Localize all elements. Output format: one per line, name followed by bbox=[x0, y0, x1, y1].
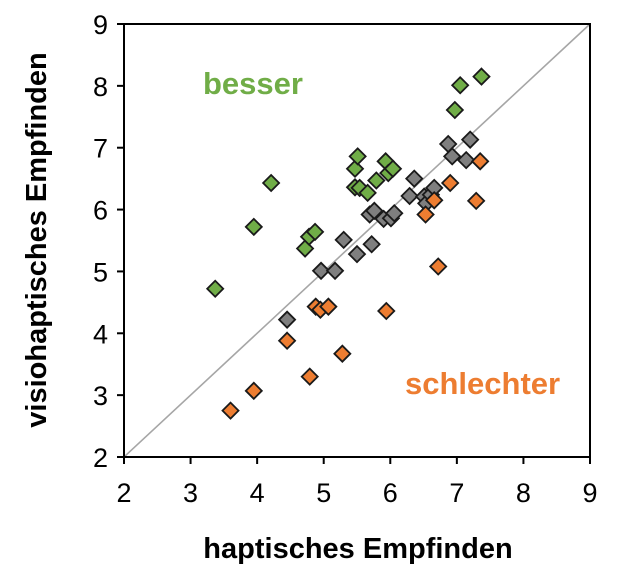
data-point-gray bbox=[347, 244, 367, 264]
data-point-gray bbox=[442, 147, 462, 166]
y-tick-label: 4 bbox=[93, 319, 108, 349]
data-point-green bbox=[305, 222, 325, 242]
reference-diagonal-line bbox=[123, 23, 591, 458]
data-point-orange bbox=[300, 367, 320, 386]
data-point-green bbox=[367, 171, 386, 190]
data-point-orange bbox=[319, 297, 338, 316]
data-point-orange bbox=[428, 257, 448, 276]
data-point-gray bbox=[362, 234, 381, 254]
y-tick-label: 6 bbox=[93, 196, 108, 226]
x-tick-label: 5 bbox=[316, 478, 331, 508]
x-tick-label: 6 bbox=[383, 478, 398, 508]
data-point-orange bbox=[440, 173, 460, 193]
data-point-green bbox=[261, 173, 281, 193]
plot-area bbox=[123, 23, 591, 458]
data-point-gray bbox=[456, 150, 476, 170]
y-tick-label: 3 bbox=[93, 381, 108, 411]
annotation-besser: besser bbox=[203, 66, 303, 101]
y-tick-label: 8 bbox=[93, 72, 108, 102]
annotation-schlechter: schlechter bbox=[405, 366, 560, 401]
data-point-green bbox=[205, 279, 225, 299]
y-axis-title: visiohaptisches Empfinden bbox=[21, 52, 53, 427]
data-point-green bbox=[358, 183, 377, 203]
data-point-orange bbox=[333, 344, 352, 363]
data-point-green bbox=[244, 217, 264, 237]
data-point-gray bbox=[385, 204, 404, 223]
data-point-gray bbox=[311, 261, 331, 281]
data-point-orange bbox=[416, 205, 435, 224]
data-point-orange bbox=[244, 381, 264, 401]
x-tick-label: 2 bbox=[116, 478, 131, 508]
data-point-green bbox=[383, 159, 403, 179]
data-point-gray bbox=[325, 261, 345, 281]
data-point-gray bbox=[277, 310, 297, 329]
data-point-orange bbox=[466, 191, 486, 211]
y-tick-label: 9 bbox=[93, 10, 108, 40]
data-point-gray bbox=[334, 230, 353, 250]
y-tick-label: 7 bbox=[93, 134, 108, 164]
x-tick-label: 4 bbox=[250, 478, 265, 508]
x-tick-label: 9 bbox=[582, 478, 597, 508]
data-point-green bbox=[345, 159, 365, 179]
data-point-orange bbox=[277, 331, 297, 350]
data-point-orange bbox=[470, 152, 490, 171]
data-point-orange bbox=[221, 401, 240, 420]
data-point-green bbox=[472, 67, 491, 86]
x-axis-title: haptisches Empfinden bbox=[203, 533, 512, 565]
x-tick-label: 3 bbox=[183, 478, 198, 508]
x-tick-label: 7 bbox=[449, 478, 464, 508]
data-point-gray bbox=[400, 186, 419, 206]
y-tick-label: 2 bbox=[93, 443, 108, 473]
data-point-green bbox=[450, 75, 470, 95]
data-point-orange bbox=[424, 191, 444, 210]
data-point-gray bbox=[365, 201, 384, 221]
data-point-gray bbox=[404, 169, 424, 188]
data-point-gray bbox=[460, 130, 480, 149]
data-point-green bbox=[348, 147, 367, 166]
data-point-orange bbox=[377, 301, 396, 321]
y-tick-label: 5 bbox=[93, 257, 108, 287]
data-point-green bbox=[445, 100, 465, 120]
x-tick-label: 8 bbox=[516, 478, 531, 508]
